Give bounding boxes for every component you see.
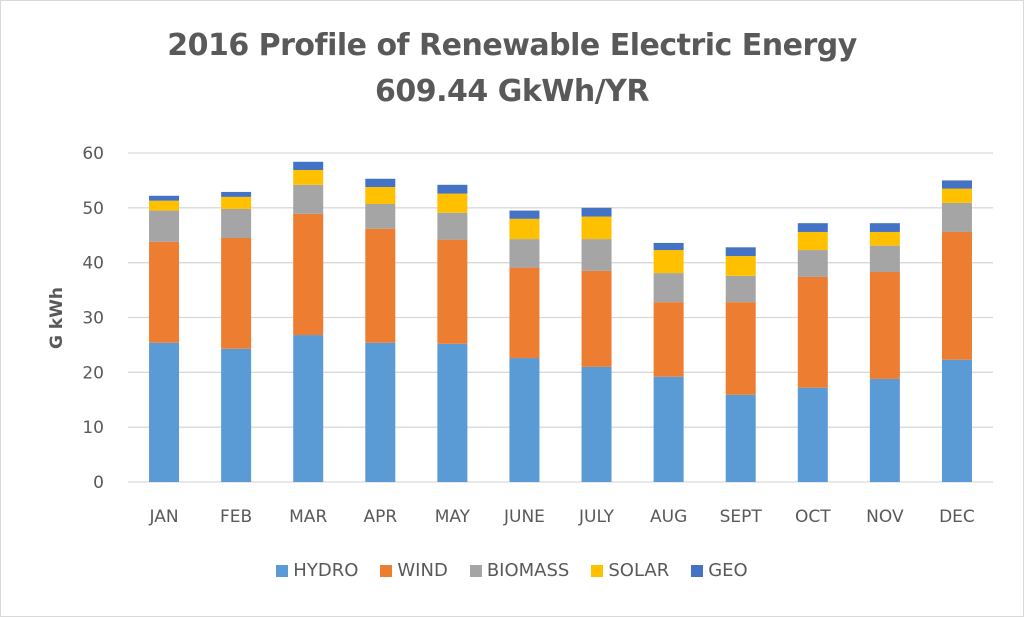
x-tick-label: JAN	[149, 507, 179, 527]
x-tick-label: JULY	[578, 507, 615, 527]
y-tick-label: 60	[82, 144, 104, 164]
bar-solar-apr	[365, 186, 396, 204]
legend-label: WIND	[397, 560, 448, 581]
bar-geo-nov	[869, 223, 900, 232]
bar-wind-aug	[653, 302, 684, 377]
bar-solar-oct	[797, 231, 828, 251]
bar-wind-june	[509, 267, 540, 359]
bar-hydro-feb	[221, 348, 252, 482]
y-tick-label: 40	[82, 254, 104, 274]
bar-biomass-apr	[365, 203, 396, 229]
bar-biomass-sept	[725, 275, 756, 303]
bar-biomass-dec	[941, 202, 972, 232]
y-tick-label: 30	[82, 309, 104, 329]
chart-title: 2016 Profile of Renewable Electric Energ…	[167, 28, 857, 63]
bar-biomass-feb	[221, 208, 252, 238]
legend-item-biomass: BIOMASS	[469, 560, 570, 581]
bar-wind-july	[581, 270, 612, 367]
y-tick-label: 10	[82, 418, 104, 438]
bar-wind-oct	[797, 276, 828, 388]
bar-geo-feb	[221, 191, 252, 197]
bar-geo-aug	[653, 242, 684, 251]
bar-wind-mar	[293, 213, 324, 336]
bar-wind-sept	[725, 302, 756, 395]
bar-geo-mar	[293, 161, 324, 170]
x-tick-label: JUNE	[503, 507, 545, 527]
bar-solar-nov	[869, 231, 900, 246]
bar-biomass-jan	[149, 210, 180, 242]
bar-hydro-oct	[797, 387, 828, 482]
bar-geo-dec	[941, 180, 972, 189]
bar-geo-july	[581, 207, 612, 217]
bar-geo-apr	[365, 178, 396, 187]
x-tick-label: OCT	[795, 507, 831, 527]
bar-hydro-nov	[869, 378, 900, 482]
legend-label: BIOMASS	[486, 560, 570, 581]
bar-geo-june	[509, 210, 540, 219]
bar-geo-jan	[149, 195, 180, 201]
bar-geo-may	[437, 184, 468, 194]
legend-swatch	[691, 564, 704, 577]
legend-label: GEO	[708, 560, 748, 581]
bar-solar-july	[581, 216, 612, 240]
bar-hydro-dec	[941, 359, 972, 482]
bar-wind-jan	[149, 241, 180, 343]
bar-biomass-nov	[869, 245, 900, 272]
bar-hydro-july	[581, 366, 612, 482]
bar-solar-june	[509, 218, 540, 240]
bar-solar-may	[437, 193, 468, 213]
x-tick-label: AUG	[650, 507, 687, 527]
bar-solar-dec	[941, 188, 972, 203]
legend-item-hydro: HYDRO	[276, 560, 358, 581]
bar-solar-feb	[221, 196, 252, 209]
x-tick-label: NOV	[866, 507, 904, 527]
bar-solar-jan	[149, 200, 180, 211]
y-tick-label: 0	[93, 473, 104, 493]
bar-biomass-mar	[293, 184, 324, 214]
bar-hydro-sept	[725, 394, 756, 482]
bar-wind-may	[437, 239, 468, 344]
bar-wind-nov	[869, 271, 900, 379]
x-tick-label: DEC	[939, 507, 975, 527]
bar-solar-mar	[293, 169, 324, 185]
bar-biomass-june	[509, 239, 540, 268]
bar-wind-feb	[221, 237, 252, 349]
x-tick-label: SEPT	[720, 507, 763, 527]
bar-hydro-june	[509, 358, 540, 482]
y-tick-label: 20	[82, 363, 104, 383]
legend: HYDRO WIND BIOMASS SOLAR GEO	[0, 560, 1024, 581]
bar-biomass-may	[437, 212, 468, 240]
y-tick-label: 50	[82, 199, 104, 219]
legend-item-wind: WIND	[380, 560, 448, 581]
bar-hydro-mar	[293, 335, 324, 482]
x-tick-label: MAR	[289, 507, 327, 527]
y-axis-label: G kWh	[47, 287, 67, 349]
legend-swatch	[591, 564, 604, 577]
bar-hydro-may	[437, 343, 468, 482]
bar-solar-sept	[725, 256, 756, 276]
bar-biomass-july	[581, 239, 612, 271]
bar-wind-apr	[365, 228, 396, 343]
bar-solar-aug	[653, 250, 684, 274]
bar-biomass-oct	[797, 250, 828, 277]
bar-geo-oct	[797, 223, 828, 232]
legend-label: HYDRO	[293, 560, 359, 581]
legend-label: SOLAR	[608, 560, 670, 581]
bar-hydro-apr	[365, 342, 396, 482]
legend-item-geo: GEO	[691, 560, 748, 581]
x-tick-label: APR	[363, 507, 397, 527]
x-tick-label: FEB	[220, 507, 252, 527]
chart-subtitle: 609.44 GkWh/YR	[374, 74, 650, 109]
bar-biomass-aug	[653, 273, 684, 303]
legend-swatch	[380, 564, 393, 577]
bar-geo-sept	[725, 247, 756, 257]
legend-item-solar: SOLAR	[591, 560, 669, 581]
bar-hydro-aug	[653, 376, 684, 482]
bar-hydro-jan	[149, 342, 180, 482]
legend-swatch	[276, 564, 289, 577]
x-tick-label: MAY	[435, 507, 471, 527]
legend-swatch	[469, 564, 482, 577]
bar-wind-dec	[941, 231, 972, 360]
